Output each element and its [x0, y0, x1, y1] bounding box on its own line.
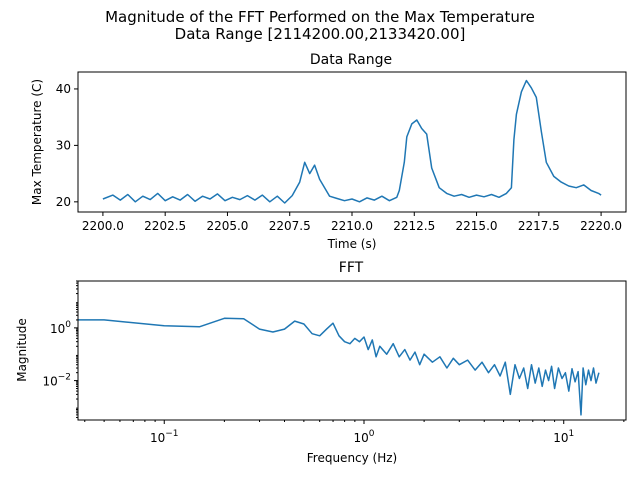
y-tick-label: 30 — [56, 138, 71, 152]
subplot-title: Data Range — [310, 52, 392, 68]
x-tick-label: 10−1 — [150, 429, 179, 445]
y-tick-label: 40 — [56, 82, 71, 96]
x-tick-label: 2215.0 — [456, 219, 498, 233]
series-line — [78, 317, 600, 416]
x-tick-label: 2212.5 — [393, 219, 435, 233]
x-axis-label: Frequency (Hz) — [307, 451, 398, 465]
x-tick-label: 2210.0 — [331, 219, 373, 233]
axes-frame — [77, 71, 627, 213]
x-tick-label: 2217.5 — [518, 219, 560, 233]
y-tick-label: 20 — [56, 195, 71, 209]
y-ticks: 20 30 40 — [56, 82, 78, 209]
x-ticks: 10−1 100 101 — [84, 420, 625, 445]
series-group — [78, 317, 600, 416]
x-tick-label: 2200.0 — [82, 219, 124, 233]
y-axis-label: Magnitude — [15, 318, 29, 382]
axes-frame — [77, 280, 627, 421]
x-tick-label: 2207.5 — [269, 219, 311, 233]
subplot-fft: FFT 10−1 100 101 10−2 100 Frequency (Hz) Ma… — [15, 260, 627, 465]
x-tick-label: 2220.0 — [580, 219, 622, 233]
x-tick-label: 101 — [553, 429, 574, 445]
x-tick-label: 100 — [353, 429, 374, 445]
x-tick-label: 2205.0 — [206, 219, 248, 233]
series-line — [102, 79, 602, 204]
y-axis-label: Max Temperature (C) — [30, 79, 44, 205]
y-tick-label: 100 — [50, 320, 71, 336]
x-tick-label: 2202.5 — [144, 219, 186, 233]
y-ticks: 10−2 100 — [42, 280, 78, 418]
figure-title-line1: Magnitude of the FFT Performed on the Ma… — [105, 8, 535, 26]
subplot-data-range: Data Range 2200.0 2202.5 2205.0 2207.5 2210.… — [30, 52, 627, 251]
series-group — [102, 79, 602, 204]
subplot-title: FFT — [339, 260, 364, 276]
y-tick-label: 10−2 — [42, 373, 71, 389]
x-axis-label: Time (s) — [327, 237, 377, 251]
x-ticks: 2200.0 2202.5 2205.0 2207.5 2210.0 2212.5 2215… — [82, 212, 622, 233]
figure-title-line2: Data Range [2114200.00,2133420.00] — [175, 25, 466, 43]
